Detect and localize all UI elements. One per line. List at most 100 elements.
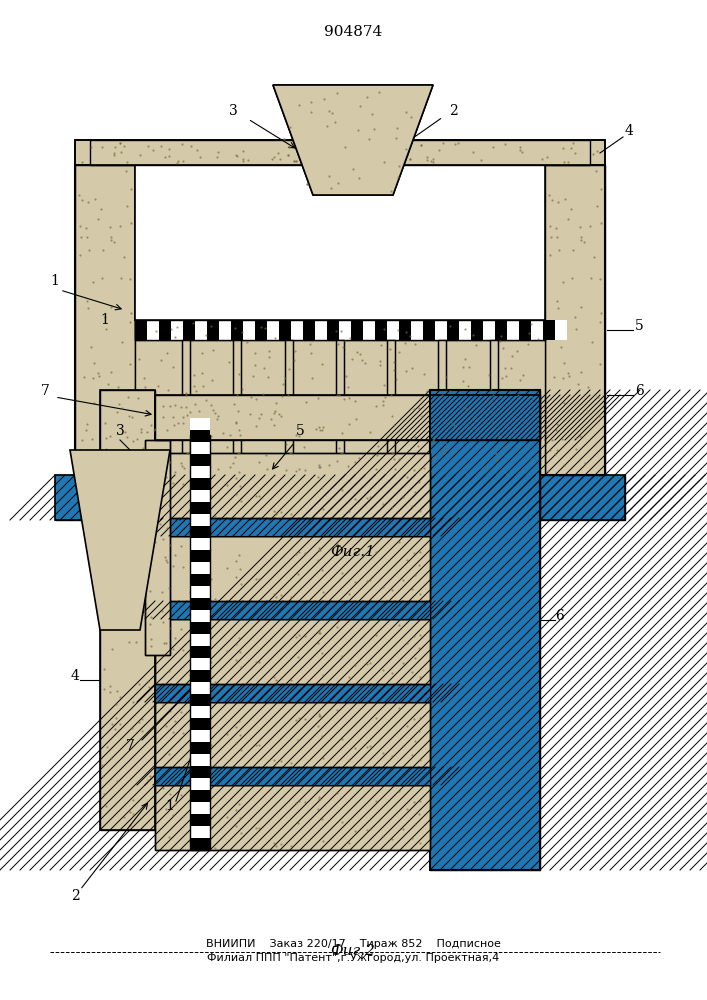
Bar xyxy=(267,320,279,340)
Point xyxy=(145,548,156,564)
Point xyxy=(269,417,280,433)
Point xyxy=(568,135,579,151)
Point xyxy=(139,603,150,619)
Point xyxy=(119,585,130,601)
Bar xyxy=(190,490,210,502)
Point xyxy=(160,635,172,651)
Point xyxy=(551,416,563,432)
Point xyxy=(312,469,323,485)
Point xyxy=(293,428,305,444)
Point xyxy=(293,461,305,477)
Point xyxy=(409,462,420,478)
Bar xyxy=(190,622,210,634)
Point xyxy=(550,422,561,438)
Point xyxy=(394,700,405,716)
Point xyxy=(386,665,397,681)
Point xyxy=(286,672,297,688)
Bar xyxy=(135,165,545,320)
Point xyxy=(409,401,420,417)
Point xyxy=(269,835,280,851)
Point xyxy=(291,795,302,811)
Point xyxy=(206,397,217,413)
Point xyxy=(470,337,481,353)
Bar xyxy=(155,684,430,702)
Point xyxy=(409,484,420,500)
Point xyxy=(438,445,450,461)
Point xyxy=(228,455,239,471)
Point xyxy=(175,621,187,637)
Point xyxy=(402,147,413,163)
Point xyxy=(230,802,242,818)
Point xyxy=(97,757,108,773)
Point xyxy=(389,354,400,370)
Point xyxy=(542,463,554,479)
Point xyxy=(324,103,335,119)
Point xyxy=(549,446,561,462)
Point xyxy=(305,336,316,352)
Point xyxy=(124,804,135,820)
Point xyxy=(324,103,335,119)
Point xyxy=(204,791,216,807)
Point xyxy=(136,723,147,739)
Point xyxy=(255,406,266,422)
Point xyxy=(406,664,417,680)
Point xyxy=(113,396,124,412)
Point xyxy=(398,655,409,671)
Point xyxy=(123,408,134,424)
Point xyxy=(338,339,349,355)
Point xyxy=(233,445,244,461)
Point xyxy=(230,414,242,430)
Point xyxy=(523,325,534,341)
Point xyxy=(342,458,354,474)
Point xyxy=(96,270,107,286)
Bar xyxy=(531,320,543,340)
Point xyxy=(119,138,130,154)
Point xyxy=(419,460,430,476)
Point xyxy=(350,740,361,756)
Point xyxy=(236,659,247,675)
Point xyxy=(194,429,206,445)
Point xyxy=(404,328,416,344)
Point xyxy=(140,379,151,395)
Point xyxy=(271,395,282,411)
Point xyxy=(335,323,346,339)
Point xyxy=(301,176,312,192)
Point xyxy=(100,415,111,431)
Point xyxy=(137,601,148,617)
Point xyxy=(185,138,197,154)
Point xyxy=(278,131,289,147)
Point xyxy=(264,343,275,359)
Point xyxy=(316,645,327,661)
Point xyxy=(138,370,149,386)
Bar xyxy=(190,706,210,718)
Point xyxy=(587,334,598,350)
Point xyxy=(414,752,426,768)
Point xyxy=(575,232,587,248)
Point xyxy=(230,652,242,668)
Point xyxy=(305,94,317,110)
Point xyxy=(123,445,134,461)
Bar xyxy=(171,320,183,340)
Point xyxy=(556,431,568,447)
Point xyxy=(413,640,424,656)
Bar xyxy=(190,598,210,610)
Point xyxy=(343,669,354,685)
Point xyxy=(343,752,354,768)
Point xyxy=(284,119,296,135)
Point xyxy=(409,336,421,352)
Bar xyxy=(100,390,155,830)
Point xyxy=(75,442,86,458)
Bar xyxy=(507,320,519,340)
Bar xyxy=(155,601,430,619)
Bar xyxy=(438,340,447,475)
Point xyxy=(221,726,233,742)
Point xyxy=(537,151,548,167)
Point xyxy=(115,270,127,286)
Point xyxy=(253,654,264,670)
Bar xyxy=(190,454,210,466)
Bar xyxy=(336,340,344,475)
Point xyxy=(255,319,267,335)
Point xyxy=(499,136,510,152)
Bar xyxy=(55,475,625,520)
Point xyxy=(459,351,470,367)
